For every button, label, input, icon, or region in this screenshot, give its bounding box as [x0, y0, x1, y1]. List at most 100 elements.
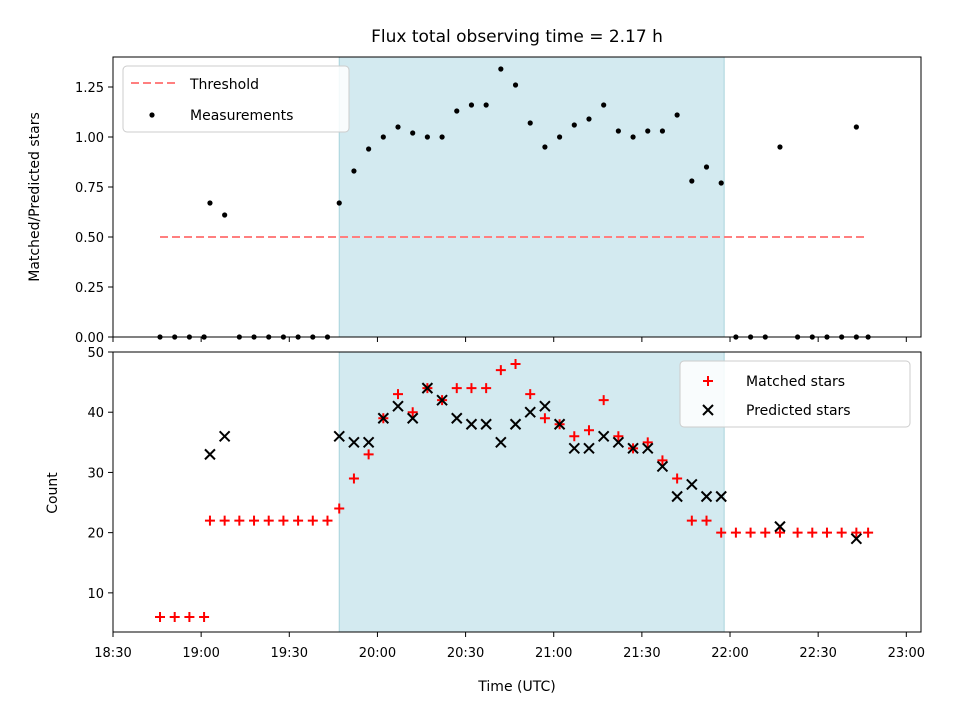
bottom-axes-frame [112, 351, 922, 633]
matched-star-point [481, 383, 492, 394]
matched-star-point [569, 431, 580, 442]
predicted-star-point [583, 442, 595, 455]
measurement-point [410, 130, 416, 136]
matched-star-point [774, 527, 785, 538]
top-y-tick-label: 0.25 [75, 281, 104, 296]
predicted-star-point [671, 490, 683, 503]
measurement-point [674, 112, 680, 118]
top-legend: Threshold Measurements [122, 65, 350, 133]
bottom-y-tick-label: 40 [87, 406, 104, 421]
predicted-star-point [392, 400, 404, 412]
matched-star-point [836, 527, 847, 538]
chart-title: Flux total observing time = 2.17 h [371, 27, 663, 47]
legend-predicted-label: Predicted stars [746, 403, 851, 419]
matched-star-point [451, 383, 462, 394]
measurement-point [586, 116, 592, 122]
matched-star-point [510, 359, 521, 370]
matched-star-point [407, 407, 418, 418]
top-legend-box [122, 65, 350, 133]
bottom-legend-box [679, 360, 911, 428]
shaded-region-layer [338, 56, 725, 633]
predicted-star-point [377, 412, 390, 424]
matched-star-point [525, 389, 536, 400]
top-shaded-window [338, 56, 725, 338]
predicted-star-point [495, 436, 507, 449]
measurement-point [630, 134, 636, 140]
matched-star-point [672, 473, 683, 484]
top-y-tick-label: 1.25 [75, 81, 104, 96]
bottom-shaded-window [338, 351, 725, 633]
x-tick-label: 21:00 [535, 646, 572, 661]
predicted-star-point [612, 436, 625, 449]
matched-star-point [155, 611, 166, 622]
predicted-star-point [524, 406, 536, 418]
measurement-point [207, 200, 213, 206]
measurement-point [615, 128, 621, 134]
measurement-point [645, 128, 651, 134]
predicted-star-point [451, 412, 463, 424]
measurement-point [542, 144, 548, 150]
predicted-star-point [715, 490, 727, 503]
predicted-star-point [539, 400, 551, 412]
matched-star-point [278, 515, 289, 526]
top-y-tick-label: 0.00 [75, 331, 104, 346]
predicted-star-point [421, 382, 434, 394]
matched-star-point [466, 383, 477, 394]
predicted-star-point [509, 418, 522, 430]
matched-star-point [184, 611, 195, 622]
predicted-star-point [436, 394, 448, 406]
matched-star-point [657, 455, 668, 466]
matched-star-point [348, 473, 359, 484]
measurement-point [777, 144, 783, 150]
measurement-point [718, 180, 724, 186]
measurement-point [468, 102, 475, 108]
matched-star-point [263, 515, 274, 526]
measurement-point [689, 178, 695, 184]
measurement-point [703, 164, 710, 170]
x-tick-label: 23:00 [888, 646, 925, 661]
matched-star-point [393, 389, 404, 400]
top-y-axis-label: Matched/Predicted stars [27, 112, 43, 282]
matched-star-point [613, 431, 624, 442]
predicted-star-point [568, 442, 581, 455]
measurement-point [454, 108, 460, 114]
predicted-star-point [480, 418, 492, 430]
matched-star-point [219, 515, 230, 526]
matched-star-point [334, 503, 345, 514]
matched-star-point [686, 515, 697, 526]
measurement-point [336, 200, 342, 206]
predicted-star-point [348, 436, 360, 449]
matched-star-point [249, 515, 260, 526]
predicted-star-point [204, 448, 216, 461]
measurement-point [395, 124, 401, 130]
predicted-star-point [465, 418, 478, 430]
x-tick-label: 20:00 [359, 646, 396, 661]
x-tick-label: 18:30 [94, 646, 131, 661]
predicted-star-point [597, 430, 610, 443]
predicted-star-point [656, 460, 669, 473]
matched-star-point [363, 449, 374, 460]
top-axes-frame [112, 56, 922, 338]
legend-measurements-label: Measurements [190, 108, 293, 124]
measurement-point [483, 102, 489, 108]
measurement-point [222, 212, 228, 218]
matched-star-point [807, 527, 818, 538]
matched-star-point [583, 425, 594, 436]
bottom-y-tick-label: 30 [87, 466, 104, 481]
legend-measurements-swatch [149, 112, 155, 118]
legend-threshold-label: Threshold [189, 77, 259, 93]
predicted-star-point [627, 442, 639, 455]
predicted-star-point [333, 430, 345, 443]
measurement-point [366, 146, 372, 152]
matched-star-point [863, 527, 874, 538]
matched-star-point [495, 365, 506, 376]
measurement-point [527, 120, 533, 126]
x-tick-label: 21:30 [623, 646, 660, 661]
matched-star-point [199, 611, 210, 622]
measurement-point [659, 128, 666, 134]
measurement-point [380, 134, 386, 140]
bottom-y-tick-label: 20 [87, 527, 104, 542]
matched-star-point [169, 611, 180, 622]
x-tick-label: 22:00 [711, 646, 748, 661]
